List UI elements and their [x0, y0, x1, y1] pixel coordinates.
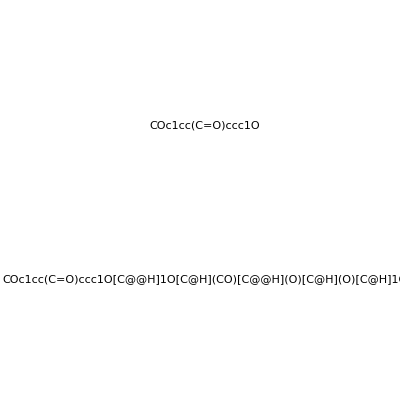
Text: COc1cc(C=O)ccc1O: COc1cc(C=O)ccc1O: [150, 120, 260, 130]
Text: COc1cc(C=O)ccc1O[C@@H]1O[C@H](CO)[C@@H](O)[C@H](O)[C@H]1O: COc1cc(C=O)ccc1O[C@@H]1O[C@H](CO)[C@@H](…: [2, 274, 400, 284]
